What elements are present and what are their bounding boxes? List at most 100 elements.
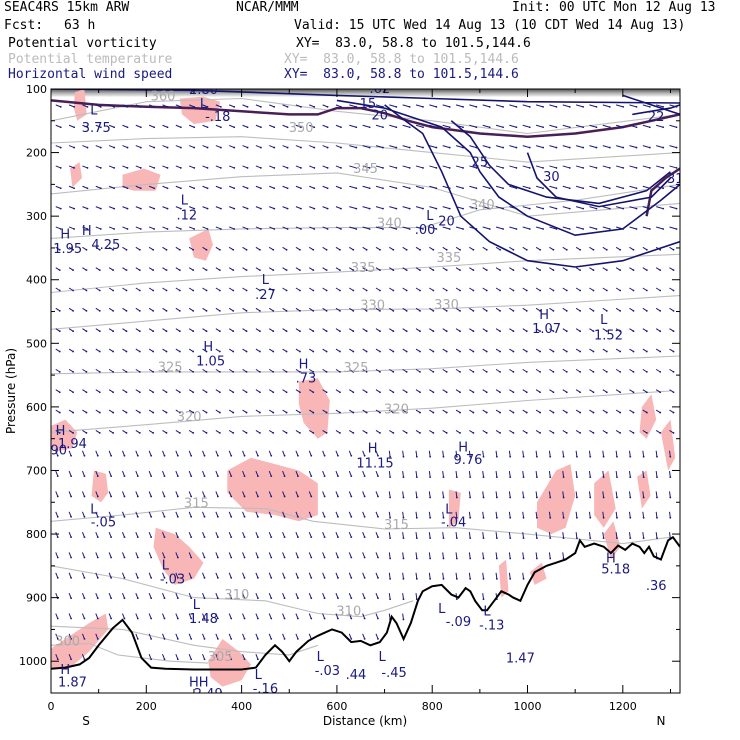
wind-vector	[55, 531, 59, 539]
wind-vector	[335, 206, 342, 210]
wind-vector	[295, 307, 301, 312]
pv-extremum-label: L	[193, 598, 201, 613]
wind-vector	[562, 532, 565, 540]
wind-vector	[442, 307, 448, 312]
wind-vector	[135, 633, 139, 640]
wind-vector	[162, 206, 169, 210]
wind-vector	[229, 185, 236, 190]
wind-vector	[429, 287, 435, 292]
wind-vector	[589, 206, 598, 210]
wind-vector	[415, 450, 418, 458]
wind-vector	[335, 450, 339, 457]
pv-extremum-label: .27	[255, 288, 276, 303]
wind-vector	[148, 429, 155, 434]
wind-vector	[55, 470, 59, 478]
wind-vector	[495, 471, 498, 479]
wind-vector	[135, 389, 141, 394]
wind-vector	[55, 613, 59, 620]
wind-vector	[68, 185, 76, 190]
wind-vector	[629, 409, 635, 414]
wind-vector	[242, 287, 248, 292]
wind-vector	[282, 552, 286, 559]
wind-vector	[282, 165, 289, 169]
wind-vector	[295, 368, 301, 373]
wind-vector	[108, 307, 115, 312]
pv-extremum-label: 2.80	[189, 83, 218, 98]
wind-vector	[242, 491, 246, 498]
wind-vector	[629, 124, 638, 129]
wind-vector	[122, 409, 128, 414]
wind-vector	[415, 226, 424, 230]
wind-vector	[55, 226, 62, 230]
wind-vector	[562, 450, 565, 458]
wind-vector	[255, 368, 261, 373]
wind-vector	[349, 307, 355, 312]
wind-vector	[215, 409, 221, 414]
wind-vector	[375, 246, 381, 251]
wind-vector	[455, 226, 464, 230]
wind-vector	[255, 165, 262, 169]
wind-vector	[188, 429, 195, 434]
wind-vector	[362, 206, 371, 210]
wind-vector	[55, 165, 62, 169]
wind-vector	[575, 532, 578, 540]
wind-vector	[335, 572, 339, 579]
wind-vector	[135, 368, 141, 373]
wind-vector	[348, 470, 353, 478]
wind-vector	[215, 531, 219, 539]
wind-vector	[55, 572, 59, 579]
wind-vector	[188, 491, 193, 498]
wind-vector	[108, 267, 115, 272]
wind-vector	[295, 124, 302, 129]
org-name: NCAR/MMM	[236, 0, 299, 15]
field-theta-xy: XY= 83.0, 58.8 to 101.5,144.6	[284, 52, 519, 67]
wind-vector	[535, 368, 541, 373]
wind-vector	[509, 124, 518, 129]
wind-vector	[175, 307, 181, 312]
wind-vector	[548, 450, 552, 458]
wind-vector	[68, 328, 75, 333]
wind-vector	[575, 348, 582, 353]
wind-vector	[482, 124, 491, 129]
fcst-value: 63 h	[64, 18, 96, 33]
wind-vector	[362, 613, 366, 620]
pv-negative-area	[637, 470, 651, 509]
wind-vector	[242, 185, 249, 190]
pv-extremum-label: 1.05	[196, 355, 225, 370]
wind-vector	[482, 287, 488, 292]
pv-negative-area	[208, 639, 252, 687]
wind-vector	[309, 246, 315, 251]
wind-vector	[55, 511, 59, 518]
wind-vector	[95, 287, 101, 292]
wind-vector	[389, 226, 398, 230]
wind-vector	[429, 328, 435, 333]
wind-vector	[375, 389, 381, 394]
wind-vector	[242, 409, 248, 414]
wind-vector	[202, 491, 206, 498]
wind-vector	[616, 124, 625, 129]
wind-vector	[135, 145, 142, 149]
wind-vector	[588, 491, 592, 499]
wind-vector	[402, 409, 408, 414]
pv-extremum-label: .36	[646, 579, 667, 594]
wind-vector	[322, 429, 328, 434]
wind-vector	[429, 429, 435, 434]
wind-vector	[349, 429, 355, 434]
wind-vector	[508, 471, 512, 479]
wind-vector	[322, 450, 326, 457]
wind-vector	[55, 409, 61, 414]
wind-vector	[162, 613, 166, 620]
wind-vector	[629, 185, 638, 190]
wind-vector	[562, 389, 568, 394]
wind-vector	[268, 531, 273, 539]
wind-vector	[562, 185, 571, 190]
wind-vector	[282, 267, 288, 272]
wind-vector	[242, 613, 246, 620]
wind-vector	[482, 491, 485, 499]
wind-vector	[495, 572, 498, 580]
wind-vector	[602, 368, 608, 373]
pv-extremum-label: H	[56, 424, 66, 439]
wind-vector	[268, 511, 273, 518]
wind-vector	[469, 145, 478, 149]
wind-vector	[509, 348, 515, 353]
